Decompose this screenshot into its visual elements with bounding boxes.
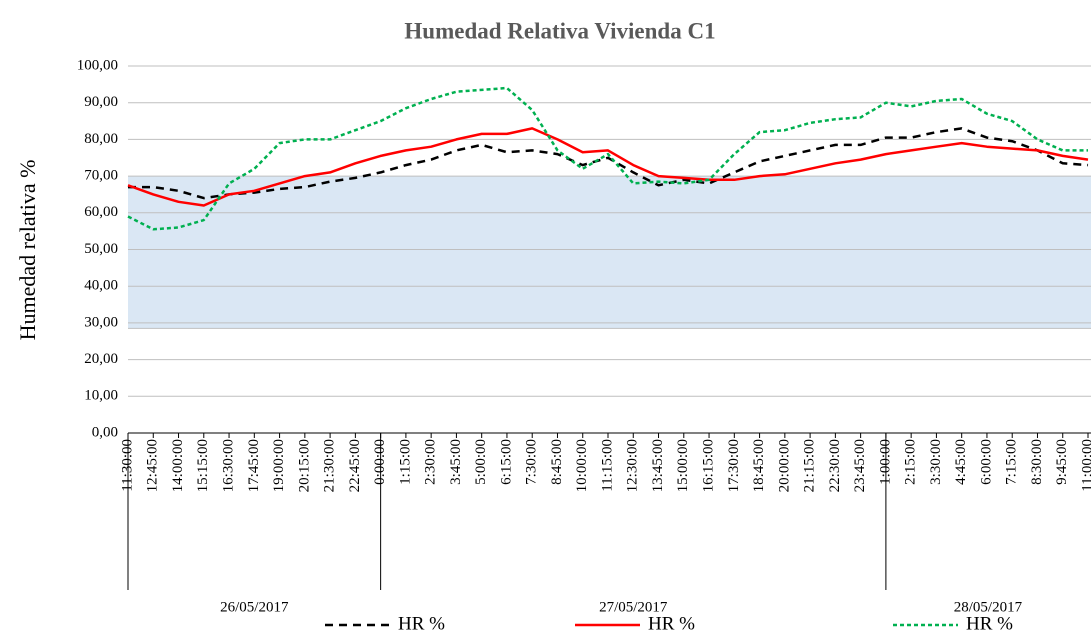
series-line xyxy=(128,127,1089,200)
x-tick-label: 7:15:00 xyxy=(1004,439,1020,485)
x-tick-label: 21:15:00 xyxy=(802,439,818,492)
x-tick-label: 22:45:00 xyxy=(347,439,363,492)
x-tick-label: 13:45:00 xyxy=(650,439,666,492)
x-tick-label: 2:15:00 xyxy=(903,439,919,485)
x-tick-label: 5:00:00 xyxy=(473,439,489,485)
x-tick-label: 16:30:00 xyxy=(220,439,236,492)
x-tick-label: 16:15:00 xyxy=(700,439,716,492)
y-tick-label: 100,00 xyxy=(77,57,118,73)
x-tick-label: 7:30:00 xyxy=(524,439,540,485)
legend-label: HR % xyxy=(648,613,695,634)
y-tick-label: 10,00 xyxy=(84,388,118,404)
x-tick-label: 17:30:00 xyxy=(726,439,742,492)
date-group-label: 26/05/2017 xyxy=(220,599,289,615)
x-tick-label: 22:30:00 xyxy=(827,439,843,492)
date-group-label: 27/05/2017 xyxy=(599,599,668,615)
legend-label: HR % xyxy=(398,613,445,634)
y-tick-label: 60,00 xyxy=(84,204,118,220)
x-tick-label: 1:15:00 xyxy=(397,439,413,485)
x-tick-label: 11:30:00 xyxy=(119,439,135,492)
x-tick-label: 15:00:00 xyxy=(675,439,691,492)
y-tick-label: 0,00 xyxy=(92,424,118,440)
chart-title: Humedad Relativa Vivienda C1 xyxy=(404,18,715,43)
x-tick-label: 12:45:00 xyxy=(145,439,161,492)
y-tick-label: 70,00 xyxy=(84,168,118,184)
y-tick-label: 40,00 xyxy=(84,278,118,294)
x-tick-label: 23:45:00 xyxy=(852,439,868,492)
x-tick-label: 12:30:00 xyxy=(625,439,641,492)
y-tick-label: 90,00 xyxy=(84,94,118,110)
series-line xyxy=(127,127,1089,207)
series-line xyxy=(127,86,1088,231)
x-tick-label: 10:00:00 xyxy=(574,439,590,492)
x-tick-label: 8:45:00 xyxy=(549,439,565,485)
x-tick-label: 19:00:00 xyxy=(271,439,287,492)
date-group-label: 28/05/2017 xyxy=(954,599,1023,615)
x-tick-label: 9:45:00 xyxy=(1054,439,1070,485)
x-tick-label: 11:00:00 xyxy=(1079,439,1091,492)
x-tick-label: 21:30:00 xyxy=(322,439,338,492)
x-tick-label: 6:15:00 xyxy=(498,439,514,485)
x-tick-label: 8:30:00 xyxy=(1029,439,1045,485)
y-tick-label: 20,00 xyxy=(84,351,118,367)
legend-label: HR % xyxy=(966,613,1013,634)
y-tick-label: 30,00 xyxy=(84,314,118,330)
x-tick-label: 3:45:00 xyxy=(448,439,464,485)
x-tick-label: 11:15:00 xyxy=(599,439,615,492)
x-tick-label: 15:15:00 xyxy=(195,439,211,492)
comfort-band xyxy=(128,176,1091,329)
x-tick-label: 17:45:00 xyxy=(246,439,262,492)
x-tick-label: 4:45:00 xyxy=(953,439,969,485)
y-axis-label: Humedad relativa % xyxy=(15,160,40,341)
x-tick-label: 0:00:00 xyxy=(372,439,388,485)
x-tick-label: 14:00:00 xyxy=(170,439,186,492)
x-tick-label: 2:30:00 xyxy=(423,439,439,485)
y-tick-label: 50,00 xyxy=(84,241,118,257)
y-tick-label: 80,00 xyxy=(84,131,118,147)
x-tick-label: 3:30:00 xyxy=(928,439,944,485)
x-tick-label: 1:00:00 xyxy=(877,439,893,485)
x-tick-label: 20:15:00 xyxy=(296,439,312,492)
x-tick-label: 20:00:00 xyxy=(776,439,792,492)
x-tick-label: 18:45:00 xyxy=(751,439,767,492)
x-tick-label: 6:00:00 xyxy=(978,439,994,485)
